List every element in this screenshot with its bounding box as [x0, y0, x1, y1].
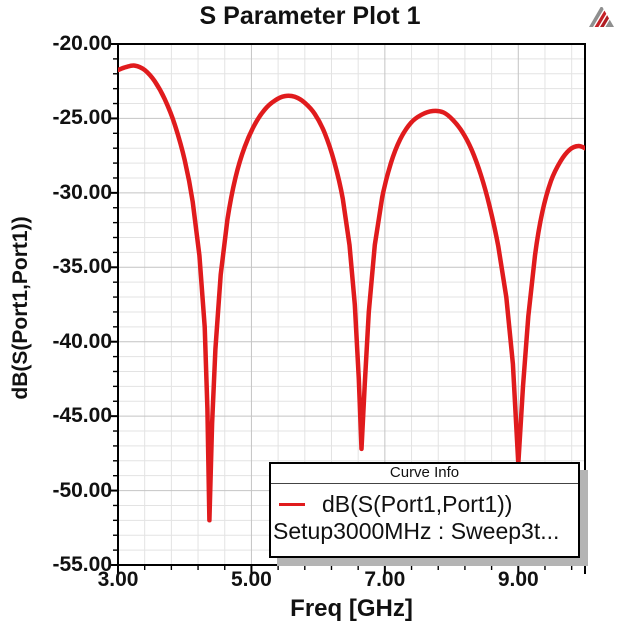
x-tick-label: 9.00 [497, 568, 539, 591]
y-tick-label: -50.00 [52, 478, 112, 502]
y-tick-label: -20.00 [52, 32, 112, 55]
x-tick-label: 5.00 [230, 568, 272, 591]
legend-sweep-label: Setup3000MHz : Sweep3t... [273, 518, 560, 544]
curve-color-swatch [279, 502, 305, 506]
y-tick-label: -35.00 [52, 255, 112, 279]
x-tick-label: 7.00 [364, 568, 406, 591]
y-tick-label: -40.00 [52, 329, 112, 353]
legend-header: Curve Info [271, 464, 578, 484]
x-tick-label: 3.00 [97, 568, 139, 591]
y-tick-label: -45.00 [52, 404, 112, 428]
y-axis-title: dB(S(Port1,Port1)) [9, 216, 32, 400]
ansys-logo [589, 7, 614, 27]
y-tick-label: -25.00 [52, 106, 112, 130]
y-tick-label: -55.00 [52, 553, 112, 576]
logo-stripe-gray-left [589, 7, 605, 27]
y-tick-label: -30.00 [52, 180, 112, 204]
logo-stripe-gray-right [605, 7, 614, 27]
page-title: S Parameter Plot 1 [199, 2, 421, 30]
legend-row: dB(S(Port1,Port1)) [271, 491, 578, 517]
plot-border [117, 43, 586, 566]
s11-curve[interactable] [118, 63, 585, 523]
x-axis-title: Freq [GHz] [290, 595, 413, 622]
legend-trace-label: dB(S(Port1,Port1)) [322, 490, 513, 517]
legend-box[interactable]: Curve Info dB(S(Port1,Port1)) Setup3000M… [269, 462, 580, 558]
